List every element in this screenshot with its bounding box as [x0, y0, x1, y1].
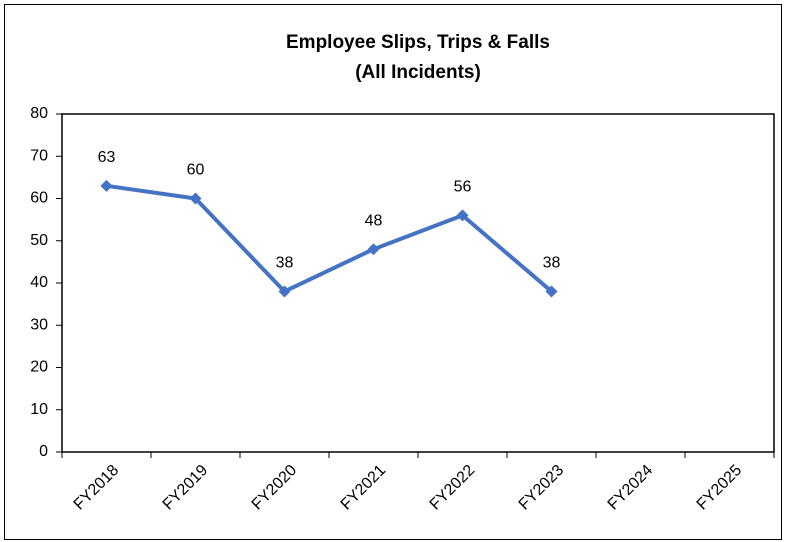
- data-label: 60: [187, 162, 205, 179]
- y-tick-label: 40: [30, 274, 48, 291]
- y-tick-label: 10: [30, 401, 48, 418]
- y-tick-label: 70: [30, 147, 48, 164]
- marker: [545, 285, 558, 298]
- data-label: 48: [365, 212, 383, 229]
- y-tick-label: 60: [30, 190, 48, 207]
- chart-title: Employee Slips, Trips & Falls: [286, 32, 550, 53]
- data-label: 56: [454, 179, 472, 196]
- line-series: [106, 183, 553, 294]
- data-label: 38: [276, 255, 294, 272]
- y-tick-label: 0: [39, 443, 48, 460]
- marker: [100, 179, 113, 192]
- y-tick-label: 80: [30, 105, 48, 122]
- marker: [278, 285, 291, 298]
- marker: [189, 192, 202, 205]
- marker: [456, 209, 469, 222]
- data-label: 63: [98, 149, 116, 166]
- marker: [367, 243, 380, 256]
- data-label: 38: [543, 255, 561, 272]
- chart-subtitle: (All Incidents): [355, 62, 481, 83]
- chart-border: [4, 4, 782, 540]
- y-tick-label: 30: [30, 316, 48, 333]
- y-tick-label: 50: [30, 232, 48, 249]
- y-tick-label: 20: [30, 359, 48, 376]
